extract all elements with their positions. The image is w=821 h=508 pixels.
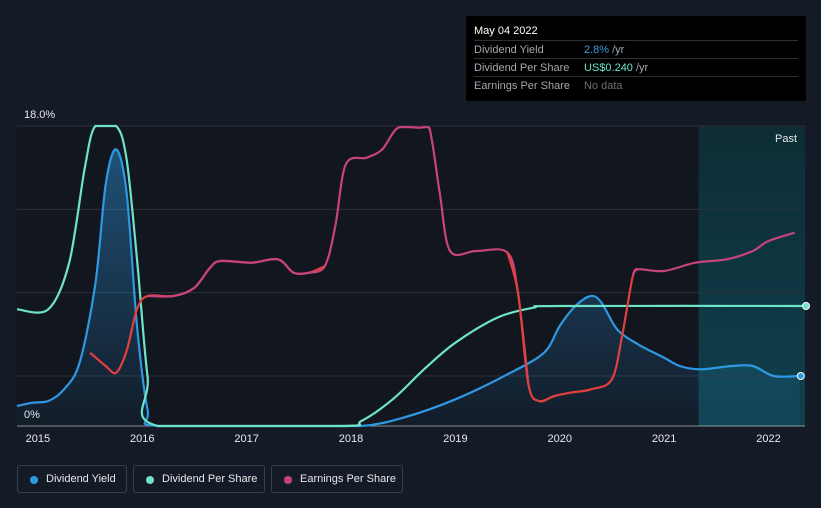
x-tick-label: 2020	[547, 433, 571, 445]
earnings-per-share-line-segment	[506, 252, 639, 403]
x-tick-label: 2021	[652, 433, 676, 445]
y-tick-bottom: 0%	[24, 409, 40, 421]
x-tick-label: 2018	[339, 433, 363, 445]
tooltip-label: Dividend Yield	[474, 44, 544, 56]
earnings-per-share-line-segment	[147, 125, 530, 385]
tooltip-label: Dividend Per Share	[474, 62, 570, 74]
legend-dividend-yield[interactable]: Dividend Yield	[17, 465, 127, 493]
tooltip-row-dividend-per-share: Dividend Per Share US$0.240/yr	[474, 58, 798, 77]
tooltip-date: May 04 2022	[474, 25, 538, 37]
legend-label: Dividend Per Share	[162, 473, 258, 485]
legend-dot-icon	[146, 476, 154, 484]
legend-earnings-per-share[interactable]: Earnings Per Share	[271, 465, 403, 493]
earnings-per-share-line-segment	[631, 231, 795, 277]
dividend-yield-end-marker	[796, 372, 805, 380]
hover-tooltip: May 04 2022 Dividend Yield 2.8%/yr Divid…	[466, 16, 806, 101]
tooltip-value: US$0.240/yr	[584, 62, 649, 74]
x-tick-label: 2017	[234, 433, 258, 445]
legend-dot-icon	[30, 476, 38, 484]
legend-dividend-per-share[interactable]: Dividend Per Share	[133, 465, 265, 493]
tooltip-row-earnings-per-share: Earnings Per Share No data	[474, 76, 798, 95]
tooltip-value: 2.8%/yr	[584, 44, 625, 56]
legend-label: Dividend Yield	[46, 473, 116, 485]
x-tick-label: 2022	[756, 433, 780, 445]
dividend-yield-area	[17, 149, 800, 426]
tooltip-label: Earnings Per Share	[474, 80, 570, 92]
past-label: Past	[775, 133, 797, 145]
legend-label: Earnings Per Share	[300, 473, 396, 485]
dividend-per-share-end-marker	[802, 302, 810, 310]
x-tick-label: 2019	[443, 433, 467, 445]
x-tick-label: 2016	[130, 433, 154, 445]
legend-dot-icon	[284, 476, 292, 484]
x-tick-label: 2015	[26, 433, 50, 445]
tooltip-row-dividend-yield: Dividend Yield 2.8%/yr	[474, 40, 798, 59]
dividend-yield-line	[16, 148, 800, 428]
y-tick-top: 18.0%	[24, 109, 55, 121]
tooltip-value: No data	[584, 80, 623, 92]
